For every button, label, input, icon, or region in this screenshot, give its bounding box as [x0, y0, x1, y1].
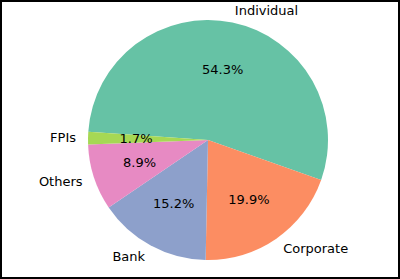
- labels: Individual 54.3% Corporate 19.9% Bank 15.2% Ot…: [39, 3, 348, 263]
- frame: Individual 54.3% Corporate 19.9% Bank 15.2% Ot…: [0, 0, 400, 279]
- category-label: Others: [39, 174, 83, 189]
- data-label: 15.2%: [153, 196, 194, 211]
- chart: Individual 54.3% Corporate 19.9% Bank 15.2% Ot…: [2, 2, 398, 277]
- pie: [88, 20, 328, 260]
- data-label: 8.9%: [123, 155, 156, 170]
- data-label: 19.9%: [228, 192, 269, 207]
- data-label: 1.7%: [119, 131, 152, 146]
- category-label: Bank: [112, 249, 145, 264]
- data-label: 54.3%: [202, 62, 243, 77]
- category-label: Corporate: [283, 241, 348, 256]
- category-label: Individual: [235, 3, 298, 18]
- category-label: FPIs: [50, 130, 76, 145]
